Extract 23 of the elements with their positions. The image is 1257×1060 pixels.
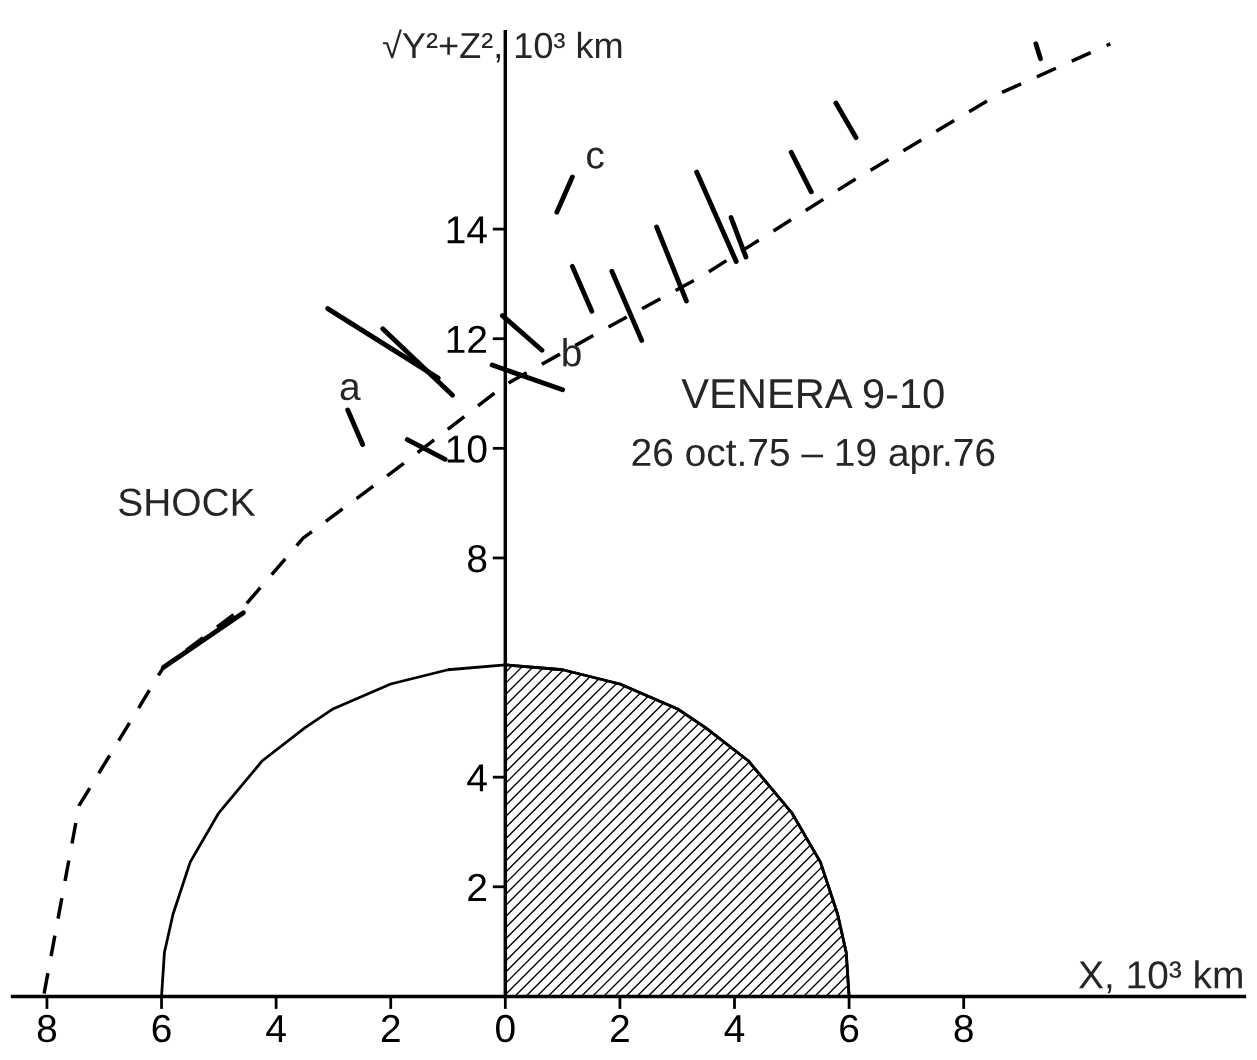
annotation: c xyxy=(587,147,604,169)
text: VENERA 9-10 xyxy=(681,378,944,409)
y-tick-label: 12 xyxy=(447,325,486,353)
x-tick-label: 6 xyxy=(152,1014,171,1043)
annotation: a xyxy=(340,379,361,401)
x-tick-label: 8 xyxy=(954,1014,973,1043)
annotation: SHOCK xyxy=(119,488,256,517)
x-tick-label: 6 xyxy=(840,1014,859,1043)
y-tick-label: 2 xyxy=(468,873,486,901)
x-tick-label: 4 xyxy=(724,1015,745,1042)
x-tick-label: 2 xyxy=(381,1014,400,1042)
annotation: b xyxy=(563,337,581,367)
text: 26 oct.75 – 19 apr.76 xyxy=(632,438,995,474)
x-tick-label: 8 xyxy=(37,1014,57,1043)
y-tick-label: 10 xyxy=(447,435,487,463)
y-tick-label: 8 xyxy=(468,544,487,573)
x-tick-label: 0 xyxy=(496,1014,515,1043)
y-tick-label: 4 xyxy=(467,764,487,792)
y-axis-title: √Y²+Z², 10³ km xyxy=(383,29,622,63)
y-tick-label: 14 xyxy=(447,216,487,244)
x-tick-label: 2 xyxy=(611,1014,629,1042)
x-tick-label: 4 xyxy=(266,1015,286,1042)
x-axis-title: X, 10³ km xyxy=(1078,960,1242,994)
